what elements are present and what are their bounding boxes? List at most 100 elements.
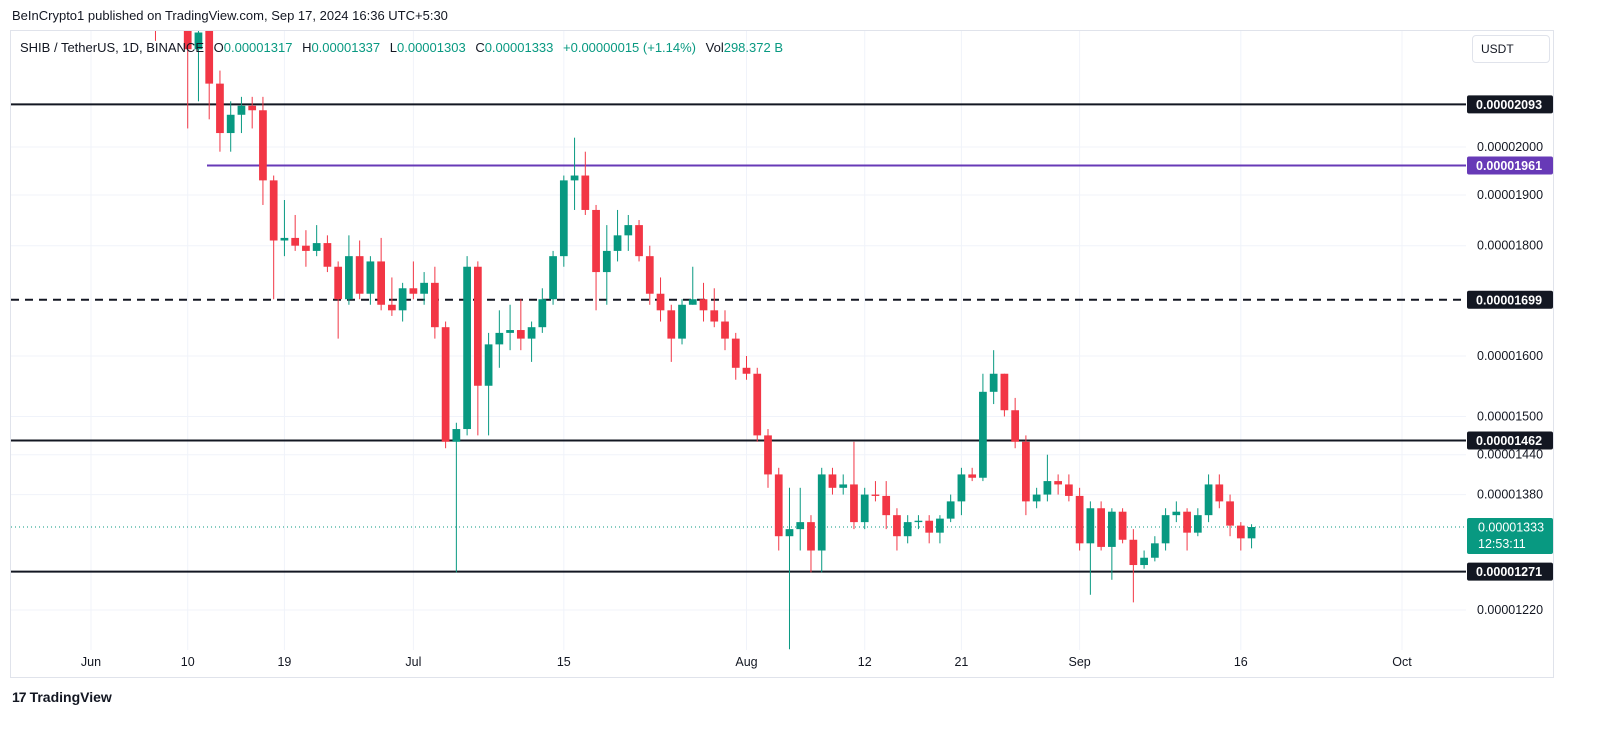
candle-body: [312, 243, 321, 251]
open-value: 0.00001317: [223, 40, 293, 55]
x-tick-label-3: Jul: [405, 655, 421, 669]
candle-body: [1086, 508, 1095, 544]
candle-2024-08-31: [1065, 474, 1073, 502]
candle-2024-07-29: [710, 288, 719, 328]
y-tick-label-3: 0.00001600: [1477, 349, 1543, 363]
low-value: 0.00001303: [397, 40, 466, 55]
candle-body: [882, 495, 891, 516]
candle-body: [624, 225, 633, 236]
candle-2024-07-03: [431, 266, 439, 339]
candle-2024-06-18: [269, 175, 278, 300]
x-tick-label-6: 12: [858, 655, 872, 669]
candle-2024-07-23: [645, 245, 654, 305]
candle-2024-08-22: [968, 467, 977, 482]
candles: [154, 31, 1256, 650]
candle-2024-06-16: [248, 96, 257, 129]
candle-body: [1140, 557, 1148, 566]
candle-2024-08-28: [1032, 487, 1041, 509]
level-label-1: 0.00001961: [1467, 156, 1553, 175]
candle-body: [581, 175, 590, 210]
candle-2024-07-14: [549, 250, 557, 305]
candle-2024-09-03: [1097, 501, 1105, 551]
candle-body: [817, 474, 826, 551]
close-value: 0.00001333: [484, 40, 554, 55]
tradingview-logo-icon: 17: [12, 689, 27, 705]
candle-body: [291, 237, 300, 246]
candle-2024-06-10: [183, 31, 192, 129]
currency-button[interactable]: USDT: [1472, 35, 1550, 63]
candle-body: [1022, 441, 1030, 502]
candle-body: [1097, 508, 1105, 547]
candle-body: [269, 180, 278, 241]
level-lines: [11, 103, 1466, 573]
candle-2024-06-20: [291, 214, 300, 251]
level-label-3: 0.00001462: [1467, 431, 1553, 450]
candle-body: [280, 237, 289, 241]
candle-2024-09-10: [1172, 501, 1181, 523]
time-axis: Jun 10 19 Jul 15 Aug 12 21 Sep 16 Oct: [81, 655, 1412, 669]
candle-body: [635, 225, 643, 257]
candle-2024-07-17: [581, 151, 590, 215]
candle-body: [699, 299, 708, 311]
candle-body: [388, 304, 396, 311]
level-label-2: 0.00001699: [1467, 290, 1553, 309]
candle-body: [710, 310, 719, 322]
candle-2024-07-24: [656, 277, 665, 322]
x-tick-label-1: 10: [181, 655, 195, 669]
candle-body: [946, 501, 955, 519]
candle-2024-07-01: [409, 261, 418, 300]
candle-body: [205, 31, 214, 84]
candle-body: [484, 344, 493, 386]
x-tick-label-4: 15: [557, 655, 571, 669]
candle-2024-08-05: [785, 487, 794, 650]
candle-2024-08-13: [871, 481, 880, 502]
candle-body: [1075, 495, 1084, 544]
candle-body: [914, 520, 923, 523]
x-tick-label-2: 19: [277, 655, 291, 669]
candle-2024-07-10: [506, 304, 514, 351]
candle-body: [1129, 539, 1138, 566]
y-tick-label-5: 0.00001440: [1477, 448, 1543, 462]
symbol-label: SHIB / TetherUS, 1D, BINANCE: [20, 40, 204, 55]
candle-2024-08-14: [882, 481, 891, 530]
candle-2024-08-15: [893, 508, 901, 551]
candle-2024-06-19: [280, 199, 289, 257]
candle-2024-06-14: [226, 101, 235, 152]
candle-body: [420, 282, 428, 294]
candle-2024-07-20: [613, 209, 622, 262]
candle-2024-07-19: [602, 225, 611, 305]
candle-2024-09-04: [1107, 508, 1116, 580]
candle-body: [753, 373, 762, 436]
candle-2024-08-03: [764, 429, 772, 488]
candle-2024-09-12: [1193, 508, 1202, 537]
countdown-text: 12:53:11: [1478, 537, 1526, 551]
candle-2024-07-21: [624, 214, 633, 251]
candle-body: [216, 83, 224, 134]
candle-body: [1204, 484, 1213, 516]
level-labels: 0.00002093 0.00001961 0.00001699 0.00001462…: [1467, 95, 1553, 581]
y-tick-label-0: 0.00002000: [1477, 140, 1543, 154]
candle-2024-09-13: [1204, 474, 1213, 523]
candle-body: [1247, 527, 1256, 539]
candle-2024-06-24: [334, 261, 343, 339]
low-label: L: [389, 40, 397, 55]
candle-body: [226, 114, 235, 134]
candle-2024-06-17: [259, 96, 267, 205]
candle-2024-07-31: [731, 332, 740, 380]
candle-body: [1236, 525, 1245, 539]
candle-body: [721, 321, 729, 339]
candle-body: [828, 474, 837, 488]
level-label-text: 0.00001699: [1476, 293, 1542, 307]
candle-body: [688, 299, 697, 305]
candle-2024-08-20: [946, 494, 955, 523]
candle-body: [248, 105, 257, 111]
candle-body: [1193, 515, 1202, 533]
candle-2024-07-11: [516, 299, 525, 351]
y-tick-label-6: 0.00001380: [1477, 488, 1543, 502]
candle-2024-09-07: [1140, 550, 1148, 569]
candle-body: [1065, 484, 1073, 496]
candle-2024-08-17: [914, 515, 923, 530]
level-label-text: 0.00002093: [1476, 98, 1542, 112]
candle-body: [506, 330, 514, 333]
